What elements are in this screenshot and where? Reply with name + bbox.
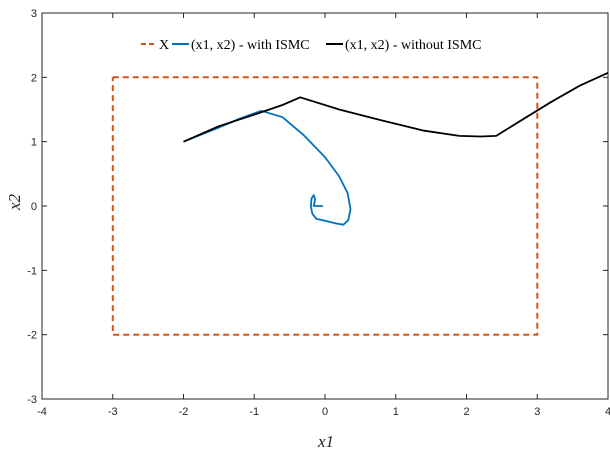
x-axis-label: x1 (317, 432, 334, 451)
y-tick-label: 1 (31, 137, 37, 149)
x-ticks: -4 -3 -2 -1 0 1 2 3 4 (37, 13, 610, 418)
legend-label-x: X (159, 38, 169, 53)
series-line-1 (183, 109, 352, 226)
y-tick-label: 0 (31, 201, 37, 213)
legend-label-without-ismc: (x1, x2) - without ISMC (345, 38, 482, 53)
legend-label-with-ismc: (x1, x2) - with ISMC (191, 38, 310, 53)
series-line-2 (183, 71, 609, 143)
axes-box (41, 12, 609, 400)
y-tick-label: -3 (27, 394, 37, 406)
y-ticks: -3 -2 -1 0 1 2 3 (27, 8, 608, 406)
series-line-0 (111, 76, 539, 336)
x-tick-label: 0 (322, 406, 328, 418)
x-tick-label: 1 (393, 406, 399, 418)
x-tick-label: 2 (463, 406, 469, 418)
series-layer (111, 71, 609, 336)
x-tick-label: 3 (534, 406, 540, 418)
x-tick-label: -3 (108, 406, 118, 418)
y-tick-label: -2 (27, 330, 37, 342)
x-tick-label: -2 (179, 406, 189, 418)
legend: X (x1, x2) - with ISMC (x1, x2) - withou… (141, 38, 482, 53)
y-tick-label: -1 (27, 265, 37, 277)
x-tick-label: -1 (249, 406, 259, 418)
x-tick-label: -4 (37, 406, 47, 418)
y-tick-label: 3 (31, 8, 37, 20)
x-tick-label: 4 (605, 406, 610, 418)
y-axis-label: x2 (5, 193, 24, 211)
y-tick-label: 2 (31, 72, 37, 84)
